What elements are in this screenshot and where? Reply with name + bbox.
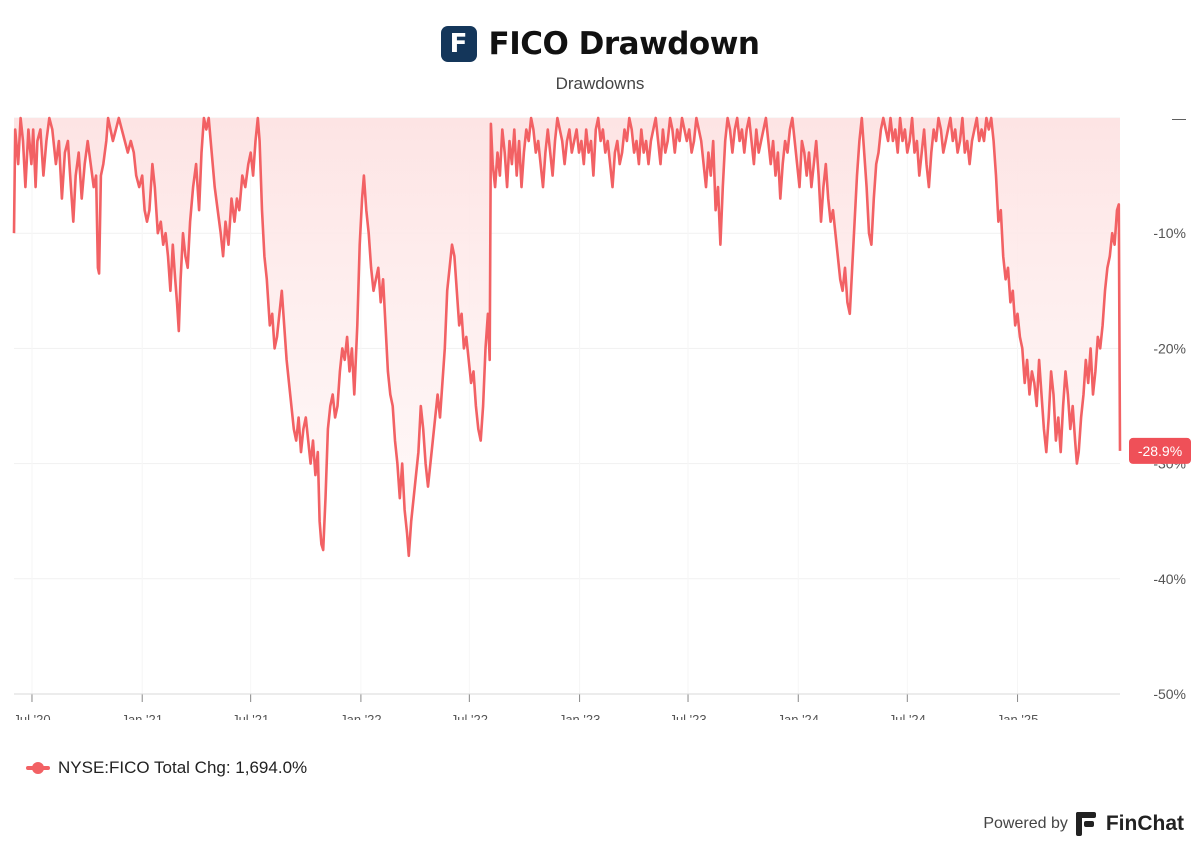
- y-axis: —-10%-20%-30%-40%-50%: [1153, 110, 1186, 702]
- chart-subtitle: Drawdowns: [555, 74, 645, 93]
- x-tick-label: Jan '24: [778, 712, 820, 720]
- chart-header: F FICO Drawdown Drawdowns: [0, 26, 1200, 94]
- x-tick-label: Jan '22: [340, 712, 382, 720]
- last-value-badge: -28.9%: [1129, 437, 1191, 464]
- x-tick-label: Jul '21: [232, 712, 269, 720]
- legend-marker-icon: [26, 758, 50, 778]
- x-tick-label: Jan '23: [559, 712, 601, 720]
- title-row: F FICO Drawdown: [440, 26, 760, 62]
- drawdown-line: [12, 116, 1122, 558]
- x-tick-label: Jul '23: [669, 712, 706, 720]
- drawdown-series: [12, 116, 1122, 558]
- x-tick-label: Jul '24: [889, 712, 926, 720]
- powered-by-text: Powered by: [983, 815, 1068, 832]
- last-value-badge-bg: [1129, 437, 1191, 464]
- finchat-logo-icon: [1075, 812, 1098, 836]
- y-tick-label: —: [1172, 110, 1186, 126]
- finchat-brand[interactable]: FinChat: [1105, 812, 1184, 835]
- y-tick-label: -10%: [1153, 225, 1186, 241]
- drawdown-chart: Jul '20 Jan '21 Jul '21 Jan '22 Jul '22 Jan '…: [12, 110, 1191, 720]
- y-tick-label: -40%: [1153, 571, 1186, 587]
- y-tick-label: -50%: [1153, 686, 1186, 702]
- drawdown-area-fill: [14, 118, 1120, 556]
- legend[interactable]: NYSE:FICO Total Chg: 1,694.0%: [26, 758, 307, 778]
- x-tick-label: Jul '22: [451, 712, 488, 720]
- fico-logo: F: [440, 26, 477, 62]
- x-tick-label: Jan '25: [997, 712, 1039, 720]
- drawdown-area: [14, 118, 1120, 556]
- x-tick-label: Jan '21: [121, 712, 163, 720]
- x-tick-label: Jul '20: [13, 712, 50, 720]
- y-tick-label: -20%: [1153, 340, 1186, 356]
- x-axis: Jul '20 Jan '21 Jul '21 Jan '22 Jul '22 Jan '…: [13, 693, 1120, 720]
- chart-title: FICO Drawdown: [488, 26, 760, 62]
- last-value-label: -28.9%: [1138, 443, 1182, 459]
- legend-label: NYSE:FICO Total Chg: 1,694.0%: [58, 758, 308, 777]
- footer: Powered by FinChat: [983, 812, 1184, 836]
